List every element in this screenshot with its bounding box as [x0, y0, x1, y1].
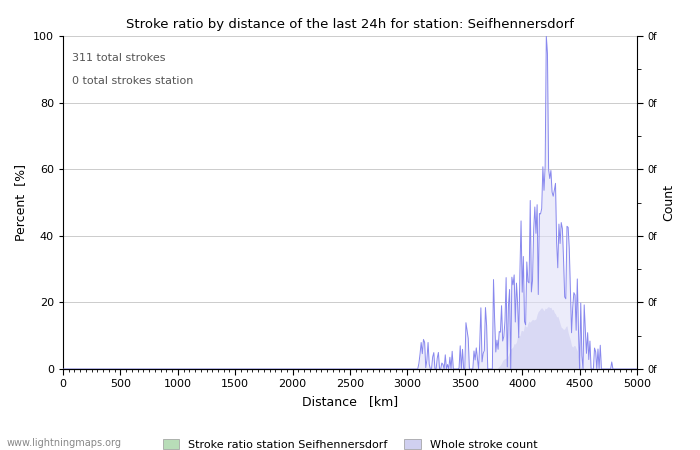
Legend: Stroke ratio station Seifhennersdorf, Whole stroke count: Stroke ratio station Seifhennersdorf, Wh…	[158, 435, 542, 450]
Y-axis label: Percent  [%]: Percent [%]	[15, 164, 27, 241]
X-axis label: Distance   [km]: Distance [km]	[302, 395, 398, 408]
Text: 0 total strokes station: 0 total strokes station	[71, 76, 193, 86]
Y-axis label: Count: Count	[662, 184, 676, 221]
Text: www.lightningmaps.org: www.lightningmaps.org	[7, 438, 122, 448]
Text: 311 total strokes: 311 total strokes	[71, 53, 165, 63]
Title: Stroke ratio by distance of the last 24h for station: Seifhennersdorf: Stroke ratio by distance of the last 24h…	[126, 18, 574, 31]
